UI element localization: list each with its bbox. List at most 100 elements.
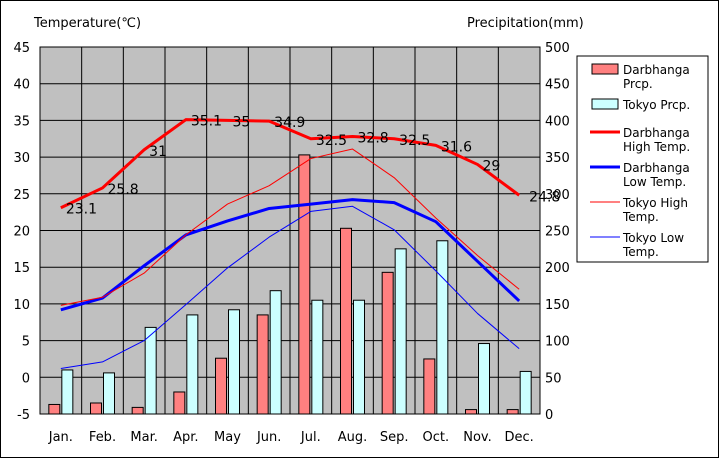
left-tick-label: 45 [13, 41, 30, 56]
right-tick-label: 200 [545, 261, 570, 276]
darbhanga-prcp-legend-swatch [591, 63, 619, 75]
plot-border [39, 46, 541, 415]
darbhanga-high-legend-label: Darbhanga [623, 126, 690, 140]
right-tick-label: 100 [545, 335, 570, 350]
tokyo-prcp-bar [519, 370, 532, 415]
darbhanga-low-line [60, 198, 521, 312]
right-axis-title: Precipitation(mm) [467, 16, 584, 31]
darbhanga-prcp-bar [90, 402, 102, 415]
darbhanga-prcp-bar [131, 406, 144, 415]
high-temp-data-label: 24.8 [529, 189, 560, 205]
tokyo-prcp-bar [436, 240, 449, 415]
left-tick-label: 35 [13, 114, 30, 129]
tokyo-prcp-bar [186, 314, 199, 415]
darbhanga-prcp-legend-label: Prcp. [623, 77, 653, 91]
x-tick-label: May [214, 430, 241, 445]
data-labels: 23.1 25.8 31 35.1 35 34.9 32.5 32.8 32.5 31.6 29 24… [66, 114, 561, 218]
right-tick-label: 350 [545, 151, 570, 166]
x-tick-label: Feb. [89, 430, 116, 445]
right-axis-ticks: 0 50 100 150 200 250 300 350 400 450 500 [545, 41, 570, 423]
left-tick-label: 10 [13, 298, 30, 313]
high-temp-data-label: 31.6 [441, 139, 472, 155]
left-tick-label: 40 [13, 78, 30, 93]
right-tick-label: 400 [545, 114, 570, 129]
tokyo-prcp-bar [103, 372, 115, 415]
high-temp-data-label: 32.8 [358, 131, 389, 147]
darbhanga-prcp-bar [173, 391, 186, 415]
darbhanga-low-legend-label: Low Temp. [623, 175, 686, 189]
tokyo-high-line [60, 148, 520, 306]
darbhanga-high-legend-label: High Temp. [623, 140, 690, 154]
right-tick-label: 450 [545, 78, 570, 93]
darbhanga-prcp-bar [256, 314, 269, 415]
x-tick-label: Nov. [463, 430, 492, 445]
left-axis-title: Temperature(℃) [33, 16, 141, 31]
tokyo-prcp-bar [269, 290, 282, 415]
darbhanga-prcp-bar [381, 271, 394, 415]
darbhanga-high-line [60, 118, 521, 210]
gridlines [40, 47, 540, 414]
darbhanga-prcp-bar [48, 403, 61, 415]
left-tick-label: 25 [13, 188, 30, 203]
x-tick-label: Apr. [173, 430, 198, 445]
tokyo-high-legend-label: Temp. [622, 210, 659, 224]
darbhanga-prcp-bar [340, 227, 352, 415]
tokyo-low-legend-label: Temp. [622, 245, 659, 259]
high-temp-data-label: 35 [233, 114, 251, 130]
right-tick-label: 300 [545, 188, 570, 203]
darbhanga-prcp-bar [423, 358, 436, 415]
left-tick-label: 0 [22, 371, 30, 386]
high-temp-data-label: 35.1 [191, 114, 222, 130]
x-tick-label: Jul. [300, 430, 321, 445]
tokyo-prcp-bar [353, 299, 365, 415]
darbhanga-prcp-bar [506, 409, 519, 415]
tokyo-low-legend-label: Tokyo Low [622, 231, 684, 245]
x-tick-label: Sep. [380, 430, 409, 445]
right-tick-label: 250 [545, 225, 570, 240]
tokyo-prcp-legend-label: Tokyo Prcp. [622, 98, 690, 112]
tokyo-prcp-bar [61, 369, 74, 415]
darbhanga-prcp-bar [465, 409, 477, 415]
x-axis-ticks: Jan. Feb. Mar. Apr. May Jun. Jul. Aug. Sep. Oct. N… [48, 430, 534, 445]
high-temp-data-label: 32.5 [399, 133, 430, 149]
x-tick-label: Aug. [338, 430, 368, 445]
high-temp-data-label: 31 [149, 144, 167, 160]
darbhanga-prcp-bar [215, 357, 227, 415]
tokyo-prcp-bar [311, 299, 324, 415]
x-tick-label: Jun. [256, 430, 281, 445]
right-tick-label: 150 [545, 298, 570, 313]
left-axis-ticks: -5 0 5 10 15 20 25 30 35 40 45 [13, 41, 30, 423]
darbhanga-prcp-legend-label: Darbhanga [623, 63, 690, 77]
left-tick-label: 30 [13, 151, 30, 166]
x-tick-label: Dec. [505, 430, 534, 445]
tokyo-prcp-bar [478, 343, 490, 415]
high-temp-data-label: 32.5 [316, 133, 347, 149]
tokyo-low-line [60, 205, 520, 369]
high-temp-data-label: 23.1 [66, 202, 97, 218]
tokyo-prcp-bar [394, 248, 407, 415]
x-tick-label: Jan. [48, 430, 73, 445]
right-tick-label: 0 [545, 408, 553, 423]
left-tick-label: -5 [17, 408, 30, 423]
high-temp-data-label: 34.9 [274, 115, 305, 131]
left-tick-label: 15 [13, 261, 30, 276]
high-temp-data-label: 25.8 [108, 182, 139, 198]
x-tick-label: Mar. [130, 430, 157, 445]
tokyo-prcp-legend-swatch [591, 98, 619, 110]
high-temp-data-label: 29 [483, 158, 501, 174]
temperature-lines [60, 118, 521, 369]
tokyo-prcp-bar [144, 326, 157, 415]
right-tick-label: 500 [545, 41, 570, 56]
left-tick-label: 5 [22, 335, 30, 350]
left-tick-label: 20 [13, 225, 30, 240]
darbhanga-prcp-bar [298, 154, 311, 415]
tokyo-prcp-bar [228, 309, 240, 415]
x-tick-label: Oct. [423, 430, 450, 445]
darbhanga-low-legend-label: Darbhanga [623, 161, 690, 175]
legend-box [576, 55, 709, 263]
right-tick-label: 50 [545, 371, 562, 386]
tokyo-high-legend-label: Tokyo High [622, 196, 688, 210]
